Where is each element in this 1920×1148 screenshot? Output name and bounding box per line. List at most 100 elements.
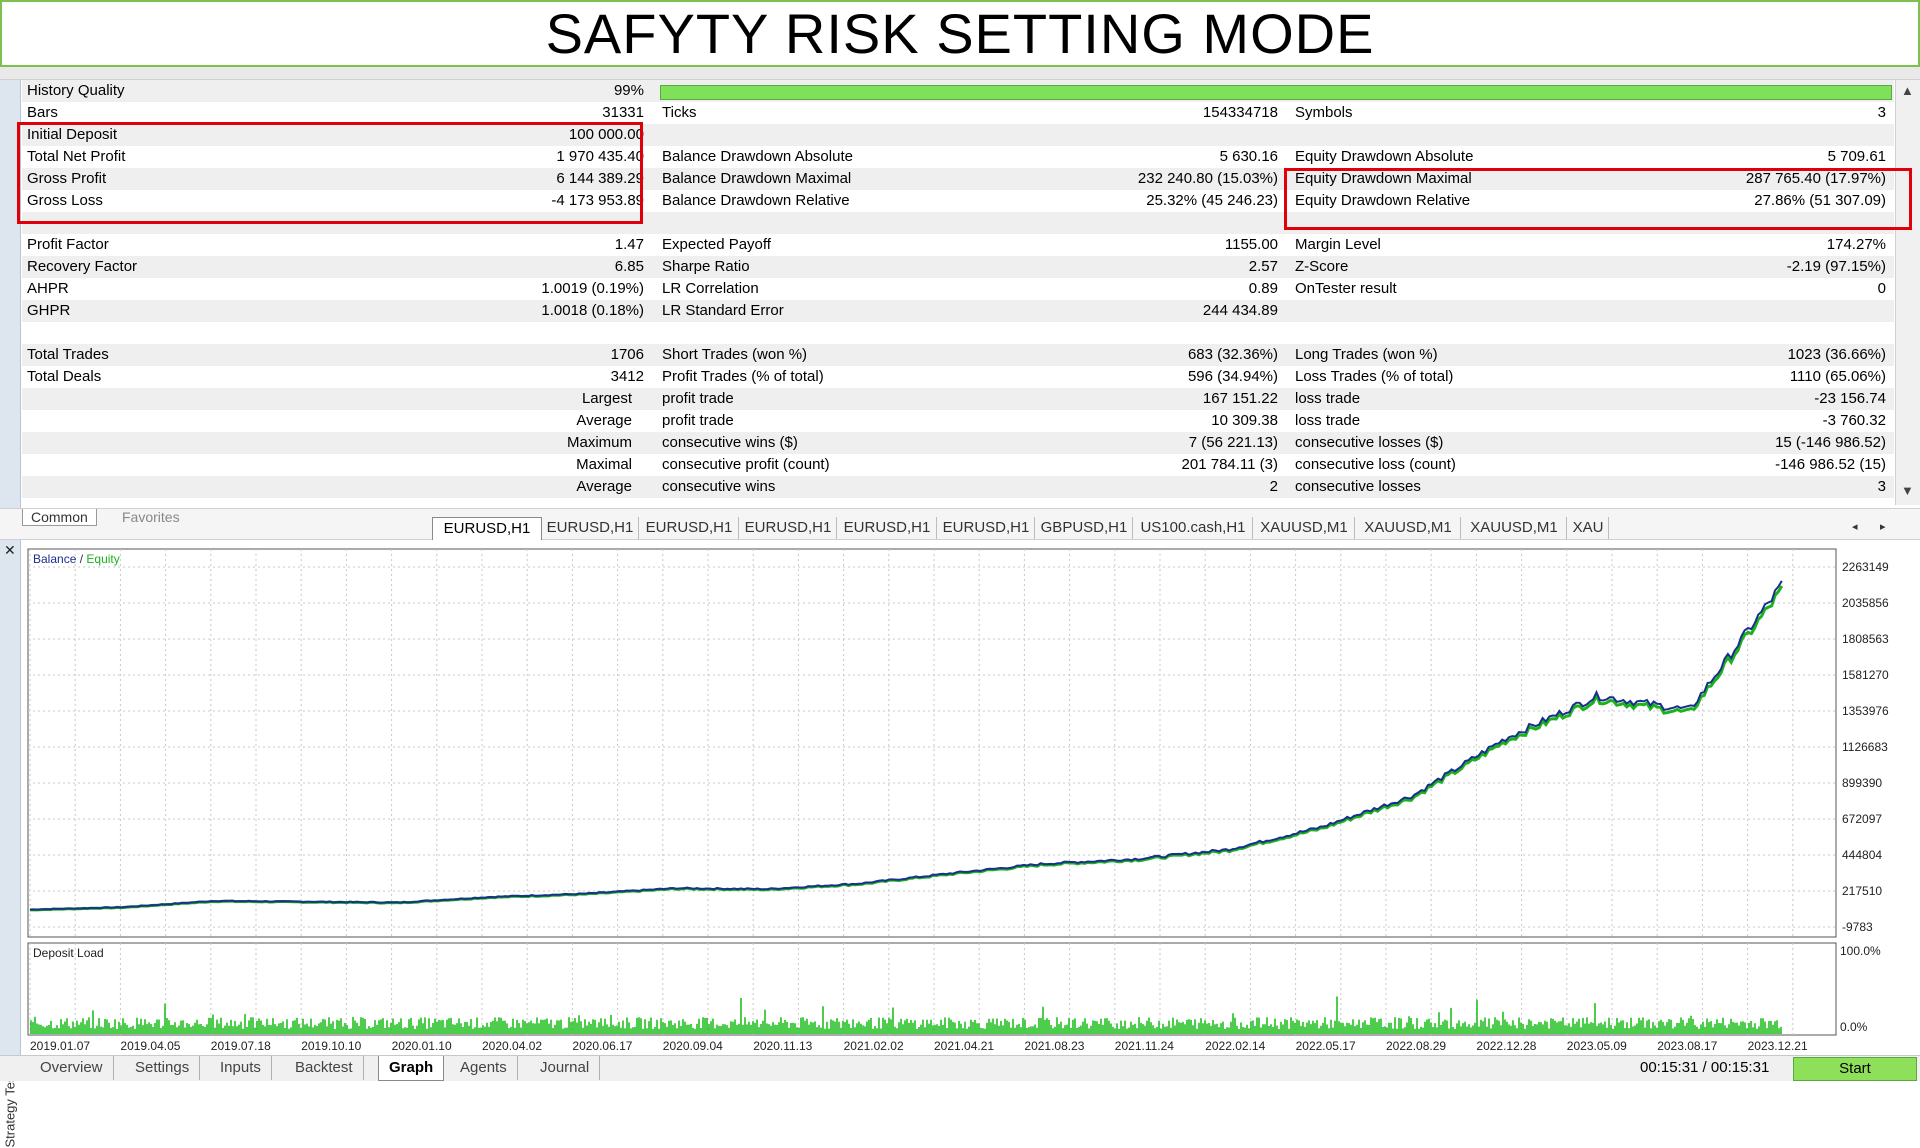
report-label: Largest — [581, 390, 632, 407]
symbol-tab[interactable]: GBPUSD,H1 — [1036, 517, 1133, 539]
report-label: profit trade — [662, 412, 734, 429]
y-tick-label: -9783 — [1842, 920, 1873, 934]
legend-equity: Equity — [86, 552, 119, 566]
report-label: Balance Drawdown Maximal — [662, 170, 852, 187]
report-row: Average consecutive wins 2 consecutive loss… — [22, 476, 1894, 498]
report-value: 6 144 389.29 — [556, 170, 644, 187]
report-label: Z-Score — [1295, 258, 1349, 275]
report-value: 174.27% — [1826, 236, 1886, 253]
report-label: Equity Drawdown Absolute — [1295, 148, 1474, 165]
report-value: 1110 (65.06%) — [1789, 368, 1886, 385]
y-tick-label: 899390 — [1842, 776, 1882, 790]
symbol-tab[interactable]: XAUUSD,M1 — [1254, 517, 1355, 539]
x-tick-label: 2022.05.17 — [1296, 1039, 1356, 1053]
tab-overview[interactable]: Overview — [30, 1056, 114, 1080]
report-value: 1706 — [610, 346, 644, 363]
report-value: 6.85 — [614, 258, 644, 275]
tab-favorites[interactable]: Favorites — [122, 509, 180, 525]
report-label: Gross Loss — [27, 192, 103, 209]
tab-graph[interactable]: Graph — [378, 1056, 445, 1081]
tab-agents[interactable]: Agents — [450, 1056, 518, 1080]
deposit-load-area — [27, 942, 1837, 1036]
report-scrollbar[interactable]: ▲ ▼ — [1895, 80, 1920, 505]
report-label: consecutive losses ($) — [1295, 434, 1444, 451]
symbol-tab[interactable]: EURUSD,H1 — [640, 517, 739, 539]
symbol-tab[interactable]: XAU — [1568, 517, 1609, 539]
report-value: 232 240.80 (15.03%) — [1137, 170, 1278, 187]
scroll-up-icon[interactable]: ▲ — [1901, 83, 1914, 98]
report-value: -23 156.74 — [1814, 390, 1886, 407]
deposit-load-title: Deposit Load — [33, 946, 104, 960]
report-label: profit trade — [662, 390, 734, 407]
x-tick-label: 2020.09.04 — [663, 1039, 723, 1053]
report-value: 3 — [1877, 104, 1886, 121]
symbol-tab[interactable]: XAUUSD,M1 — [1356, 517, 1461, 539]
report-label: Total Net Profit — [27, 148, 126, 165]
bottom-tab-bar: Overview Settings Inputs Backtest Graph Agent… — [0, 1055, 1920, 1081]
tab-common[interactable]: Common — [22, 509, 97, 526]
x-tick-label: 2022.02.14 — [1205, 1039, 1265, 1053]
report-row: Total Deals 3412 Profit Trades (% of total… — [22, 366, 1894, 388]
report-value: 3412 — [610, 368, 644, 385]
report-table: History Quality 99% Bars 31331 Ticks 15433471… — [22, 80, 1894, 505]
start-button[interactable]: Start — [1793, 1057, 1917, 1081]
report-label: Sharpe Ratio — [662, 258, 750, 275]
symbol-tab[interactable]: XAUUSD,M1 — [1462, 517, 1567, 539]
report-label: loss trade — [1295, 390, 1361, 407]
symbol-tab[interactable]: EURUSD,H1 — [838, 517, 937, 539]
symbol-tab[interactable]: EURUSD,H1 — [432, 517, 542, 540]
report-row: Profit Factor 1.47 Expected Payoff 1155.00 M… — [22, 234, 1894, 256]
report-row: Initial Deposit 100 000.00 — [22, 124, 1894, 146]
graph-pane: 2263149 2035856 1808563 1581270 1353976 11266… — [22, 545, 1920, 1055]
report-value: 1155.00 — [1224, 236, 1278, 253]
report-value: 167 151.22 — [1202, 390, 1278, 407]
report-row: Total Net Profit 1 970 435.40 Balance Draw… — [22, 146, 1894, 168]
report-value: 1023 (36.66%) — [1787, 346, 1886, 363]
report-label: Initial Deposit — [27, 126, 118, 143]
report-label: Recovery Factor — [27, 258, 138, 275]
report-value: 2.57 — [1248, 258, 1278, 275]
report-label: Ticks — [662, 104, 697, 121]
report-row: Gross Loss -4 173 953.89 Balance Drawdown … — [22, 190, 1894, 212]
highlight-box-equity-drawdown — [1284, 168, 1912, 230]
report-value: 201 784.11 (3) — [1181, 456, 1278, 473]
legend-balance: Balance — [33, 552, 77, 566]
tab-settings[interactable]: Settings — [125, 1056, 201, 1080]
x-tick-label: 2020.11.13 — [753, 1039, 812, 1053]
report-value: 0.89 — [1248, 280, 1278, 297]
tab-journal[interactable]: Journal — [530, 1056, 601, 1080]
report-value: 5 709.61 — [1827, 148, 1886, 165]
symbol-tab[interactable]: EURUSD,H1 — [938, 517, 1035, 539]
symbol-tab-bar: Common Favorites EURUSD,H1 EURUSD,H1 EURUS… — [0, 508, 1920, 540]
x-tick-label: 2019.01.07 — [30, 1039, 90, 1053]
report-label: consecutive wins — [662, 478, 776, 495]
report-value: 2 — [1269, 478, 1278, 495]
deposit-load-min-label: 0.0% — [1840, 1020, 1868, 1034]
legend-separator: / — [76, 552, 86, 566]
x-tick-label: 2020.01.10 — [392, 1039, 452, 1053]
y-tick-label: 1808563 — [1842, 632, 1889, 646]
symbol-tab[interactable]: EURUSD,H1 — [740, 517, 837, 539]
report-value: 596 (34.94%) — [1187, 368, 1278, 385]
tab-inputs[interactable]: Inputs — [210, 1056, 272, 1080]
elapsed-timer: 00:15:31 / 00:15:31 — [1640, 1059, 1770, 1076]
report-value: 1 970 435.40 — [556, 148, 644, 165]
report-value: 100 000.00 — [568, 126, 644, 143]
report-label: LR Correlation — [662, 280, 759, 297]
report-label: Long Trades (won %) — [1295, 346, 1438, 363]
scroll-down-icon[interactable]: ▼ — [1901, 483, 1914, 498]
x-tick-label: 2023.08.17 — [1657, 1039, 1717, 1053]
x-tick-label: 2021.02.02 — [844, 1039, 904, 1053]
chevron-right-icon[interactable]: ▸ — [1880, 521, 1886, 533]
symbol-tab[interactable]: EURUSD,H1 — [542, 517, 639, 539]
chevron-left-icon[interactable]: ◂ — [1852, 521, 1858, 533]
report-label: Bars — [27, 104, 58, 121]
tab-backtest[interactable]: Backtest — [285, 1056, 364, 1080]
report-value: 287 765.40 (17.97%) — [1745, 170, 1886, 187]
symbol-tab[interactable]: US100.cash,H1 — [1134, 517, 1253, 539]
x-tick-label: 2019.07.18 — [211, 1039, 271, 1053]
report-label: Equity Drawdown Maximal — [1295, 170, 1472, 187]
x-tick-label: 2019.04.05 — [120, 1039, 180, 1053]
close-icon[interactable]: ✕ — [4, 542, 16, 558]
report-label: Equity Drawdown Relative — [1295, 192, 1471, 209]
